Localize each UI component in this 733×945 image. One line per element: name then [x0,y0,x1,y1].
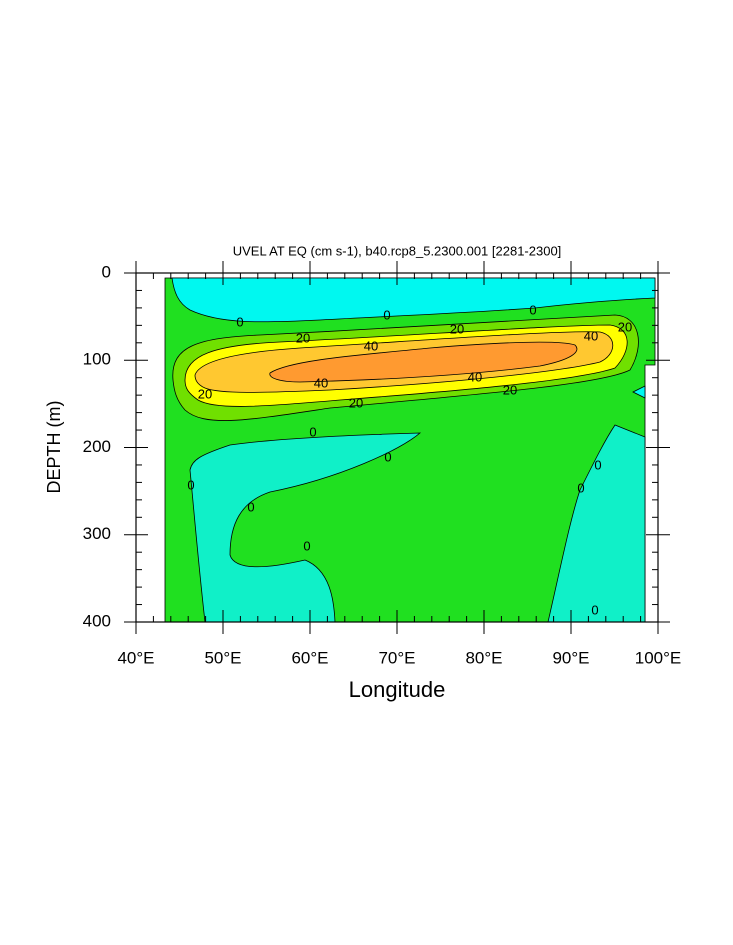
contour-label: 20 [450,321,464,336]
x-tick-label: 80°E [465,648,502,667]
contour-label: 0 [383,307,390,322]
x-tick-label: 100°E [635,648,682,667]
contour-label: 20 [349,395,363,410]
negative-region [189,432,422,623]
contour-label: 40 [364,338,378,353]
x-tick-label: 90°E [552,648,589,667]
contour-label: 20 [618,319,632,334]
contour-label: 20 [296,330,310,345]
negative-region [171,277,656,323]
x-axis-label: Longitude [349,677,446,702]
contour-fills [164,277,656,623]
chart-title: UVEL AT EQ (cm s-1), b40.rcp8_5.2300.001… [233,243,562,258]
negative-region [547,424,646,623]
contour-label: 0 [384,449,391,464]
contour-label: 40 [584,328,598,343]
contour-label: 0 [309,424,316,439]
contour-label: 0 [591,602,598,617]
y-tick-label: 200 [83,437,111,456]
contour-label: 0 [529,302,536,317]
contour-label: 0 [303,538,310,553]
contour-label: 40 [468,369,482,384]
negative-region [632,385,646,399]
contour-label: 20 [503,382,517,397]
y-axis-label: DEPTH (m) [44,401,64,494]
x-tick-label: 40°E [117,648,154,667]
contour-label: 0 [187,477,194,492]
y-tick-label: 0 [102,262,111,281]
y-tick-label: 300 [83,524,111,543]
y-tick-label: 400 [83,611,111,630]
contour-label: 20 [198,386,212,401]
x-tick-label: 50°E [204,648,241,667]
contour-label: 0 [594,457,601,472]
jet-core [269,341,578,383]
contour-label: 0 [247,499,254,514]
contour-label: 0 [577,480,584,495]
y-tick-label: 100 [83,350,111,369]
x-tick-label: 70°E [378,648,415,667]
x-tick-label: 60°E [291,648,328,667]
contour-label: 40 [314,375,328,390]
contour-label: 0 [236,314,243,329]
